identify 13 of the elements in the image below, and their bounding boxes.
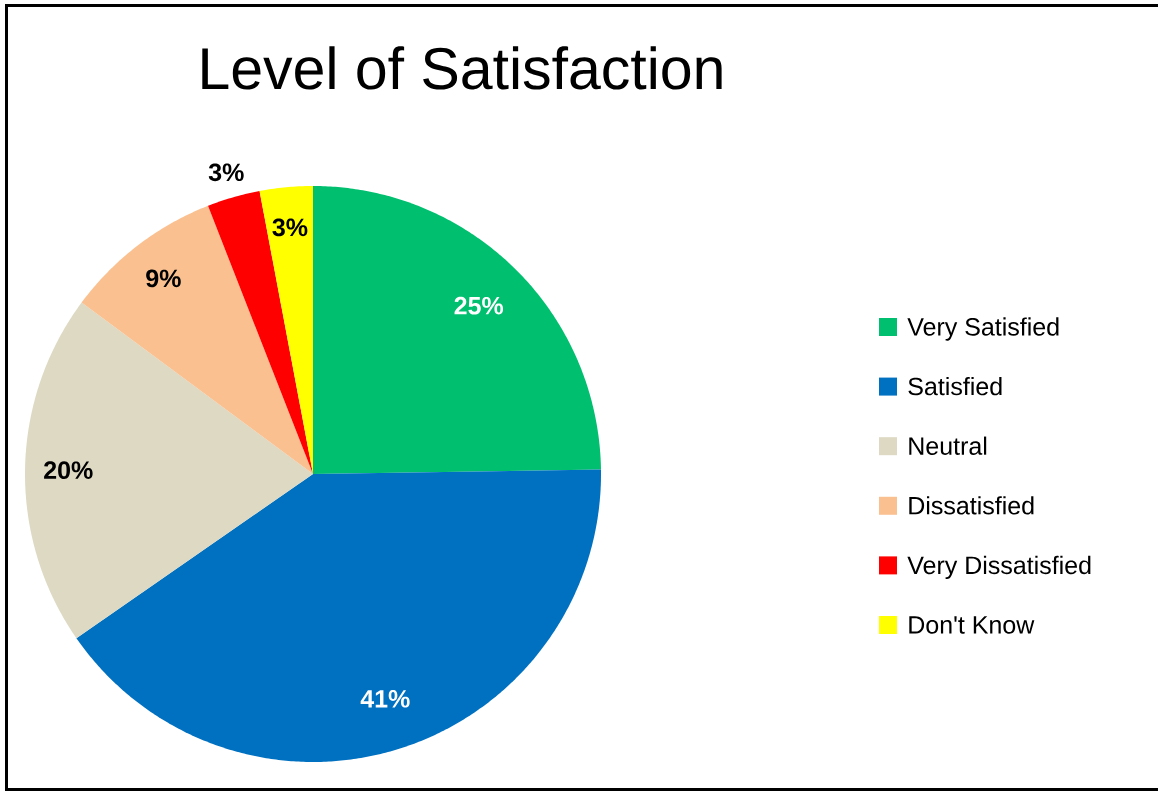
legend-label: Dissatisfied xyxy=(909,496,1034,515)
data-label: 41% xyxy=(360,690,410,708)
data-label: 3% xyxy=(272,218,308,237)
legend-label: Don't Know xyxy=(909,616,1035,634)
legend-label: Very Satisfied xyxy=(907,317,1059,341)
data-label: 3% xyxy=(208,163,244,182)
data-label: 9% xyxy=(146,269,181,288)
legend-label: Neutral xyxy=(909,436,987,455)
legend-label: Very Dissatisfied xyxy=(907,555,1091,580)
data-label: 20% xyxy=(44,461,93,480)
legend-label: Satisfied xyxy=(908,376,1002,396)
data-label: 25% xyxy=(454,296,504,315)
chart-title: Level of Satisfaction xyxy=(202,46,722,90)
